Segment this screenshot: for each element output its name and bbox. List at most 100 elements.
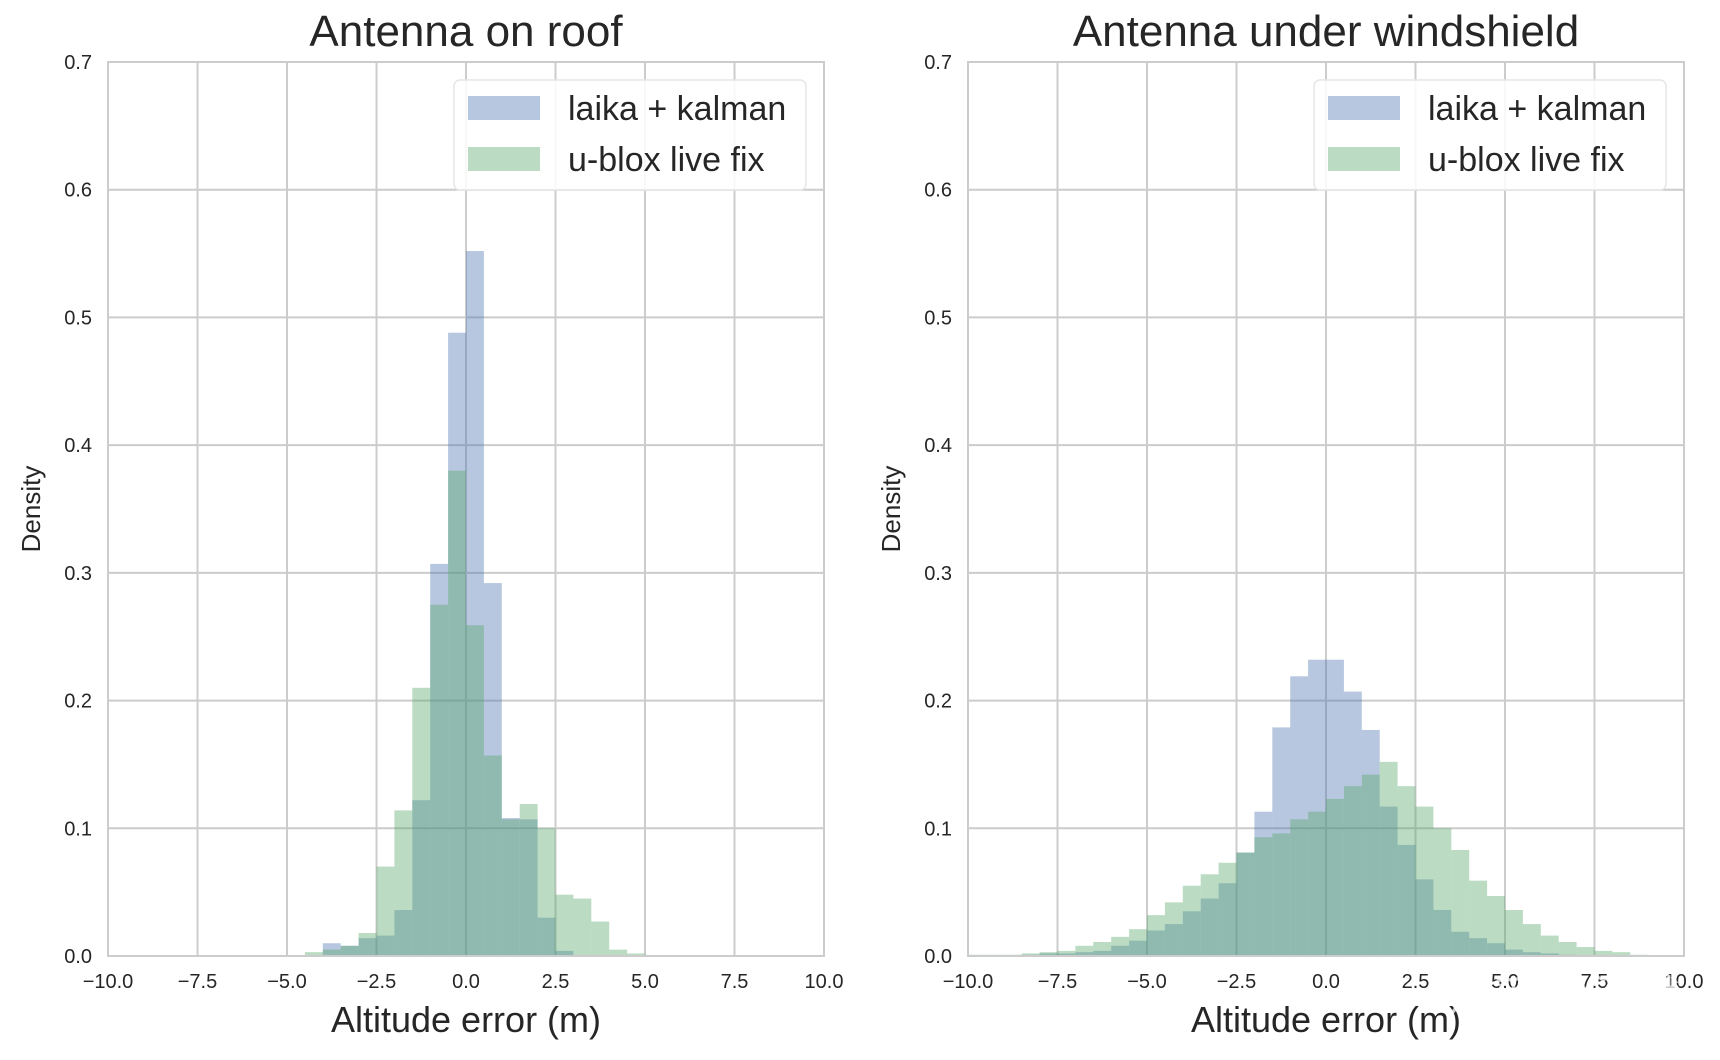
legend-box bbox=[453, 79, 807, 191]
x-tick-label: 5.0 bbox=[631, 971, 659, 993]
histogram-bar bbox=[1343, 691, 1362, 956]
legend-label: u-blox live fix bbox=[1428, 141, 1625, 179]
histogram-bar bbox=[1433, 910, 1452, 956]
histogram-bar bbox=[340, 945, 359, 956]
histogram-bar bbox=[537, 917, 556, 956]
histogram-bar bbox=[1576, 947, 1595, 956]
x-tick-label: −10.0 bbox=[943, 971, 994, 993]
chart-panel-1: −10.0 −7.5 −5.0 −2.5 0.0 2.5 5.0 7.5 10.0 0.0 0.1 0… bbox=[16, 7, 843, 1040]
x-tick-label: −10.0 bbox=[83, 971, 134, 993]
x-tick-label: 2.5 bbox=[1402, 971, 1430, 993]
histogram-bar bbox=[394, 910, 413, 956]
y-axis-label: Density bbox=[876, 466, 906, 553]
histogram-bar bbox=[1200, 874, 1219, 956]
histogram-bar bbox=[1021, 953, 1040, 956]
histogram-bar bbox=[1111, 945, 1130, 956]
chart-panel-2: −10.0 −7.5 −5.0 −2.5 0.0 2.5 5.0 7.5 10.0 0.0 0.1 0… bbox=[876, 7, 1703, 1040]
histogram-bar bbox=[1540, 953, 1559, 956]
histogram-bar bbox=[448, 332, 466, 956]
x-tick-label: −7.5 bbox=[1038, 971, 1077, 993]
histogram-bar bbox=[412, 687, 431, 956]
x-tick-label: 7.5 bbox=[721, 971, 749, 993]
y-tick-label: 0.3 bbox=[64, 563, 92, 585]
histogram-bar bbox=[1487, 895, 1505, 956]
legend-label: laika + kalman bbox=[568, 90, 786, 128]
histogram-bar bbox=[519, 819, 538, 956]
histogram-bar bbox=[1075, 952, 1094, 956]
histogram-bar bbox=[412, 800, 431, 956]
histogram-bar bbox=[1093, 941, 1112, 956]
histogram-bar bbox=[1164, 924, 1183, 956]
histogram-bar bbox=[1093, 950, 1112, 956]
y-tick-label: 0.1 bbox=[64, 818, 92, 840]
y-tick-label: 0.7 bbox=[64, 52, 92, 74]
histogram-bar bbox=[322, 949, 341, 956]
histogram-bar bbox=[466, 625, 484, 956]
histogram-bar bbox=[1361, 729, 1380, 956]
x-tick-label: 10.0 bbox=[805, 971, 844, 993]
histogram-bar bbox=[1147, 930, 1165, 956]
histogram-bar bbox=[358, 938, 377, 956]
histogram-bar bbox=[322, 943, 341, 956]
legend-swatch bbox=[1328, 147, 1400, 171]
histogram-bar bbox=[555, 950, 574, 956]
y-tick-label: 0.6 bbox=[64, 180, 92, 202]
histogram-bar bbox=[1236, 852, 1255, 956]
chart-title: Antenna on roof bbox=[309, 7, 623, 56]
histogram-bar bbox=[1415, 806, 1434, 956]
legend-swatch bbox=[468, 96, 540, 120]
x-tick-label: 0.0 bbox=[1312, 971, 1340, 993]
histogram-bar bbox=[1522, 924, 1541, 956]
histogram-bar bbox=[430, 604, 449, 956]
axes-frame bbox=[967, 61, 1685, 957]
histogram-bar bbox=[627, 953, 645, 956]
x-tick-label: 5.0 bbox=[1491, 971, 1519, 993]
histogram-bar bbox=[1397, 786, 1416, 956]
histogram-bar bbox=[340, 945, 359, 956]
x-axis-label: Altitude error (m) bbox=[1191, 999, 1461, 1040]
histogram-bar bbox=[1397, 844, 1416, 956]
y-tick-label: 0.3 bbox=[924, 563, 952, 585]
x-axis-label: Altitude error (m) bbox=[331, 999, 601, 1040]
y-tick-label: 0.0 bbox=[64, 946, 92, 968]
y-tick-label: 0.4 bbox=[64, 435, 92, 457]
y-axis-label: Density bbox=[16, 466, 46, 553]
histogram-bar bbox=[1612, 952, 1631, 956]
legend: laika + kalman u-blox live fix bbox=[453, 79, 807, 191]
y-tick-label: 0.2 bbox=[924, 691, 952, 713]
series-u-blox-live-fix bbox=[968, 761, 1649, 956]
x-tick-label: −5.0 bbox=[1127, 971, 1166, 993]
legend-swatch bbox=[468, 147, 540, 171]
histogram-bar bbox=[448, 470, 466, 956]
histogram-bar bbox=[1540, 935, 1559, 956]
histogram-bar bbox=[1594, 950, 1613, 956]
histogram-bar bbox=[483, 755, 502, 956]
histogram-bar bbox=[466, 251, 484, 956]
histogram-bar bbox=[1505, 910, 1523, 956]
histogram-bar bbox=[1182, 885, 1201, 956]
series-laika-kalman bbox=[1021, 659, 1577, 956]
axes-frame bbox=[107, 61, 825, 957]
histogram-bar bbox=[1487, 943, 1505, 956]
x-tick-label: −2.5 bbox=[1217, 971, 1256, 993]
histogram-bar bbox=[1326, 798, 1344, 956]
histogram-bar bbox=[1451, 931, 1470, 956]
y-tick-label: 0.2 bbox=[64, 691, 92, 713]
histogram-bar bbox=[1164, 902, 1183, 956]
histogram-bar bbox=[1290, 676, 1309, 956]
legend: laika + kalman u-blox live fix bbox=[1313, 79, 1667, 191]
histogram-bar bbox=[1308, 659, 1326, 956]
legend-swatch bbox=[1328, 96, 1400, 120]
histogram-bar bbox=[1200, 898, 1219, 956]
histogram-bar bbox=[537, 828, 556, 956]
histogram-bar bbox=[1379, 761, 1398, 956]
x-tick-label: 10.0 bbox=[1665, 971, 1704, 993]
histogram-bar bbox=[1415, 879, 1434, 956]
histogram-bar bbox=[376, 935, 395, 956]
histogram-bar bbox=[1433, 828, 1452, 956]
x-tick-label: 7.5 bbox=[1581, 971, 1609, 993]
histogram-bar bbox=[501, 818, 520, 956]
histogram-bar bbox=[1129, 940, 1147, 956]
x-tick-label: 0.0 bbox=[452, 971, 480, 993]
histogram-bar bbox=[358, 933, 377, 956]
